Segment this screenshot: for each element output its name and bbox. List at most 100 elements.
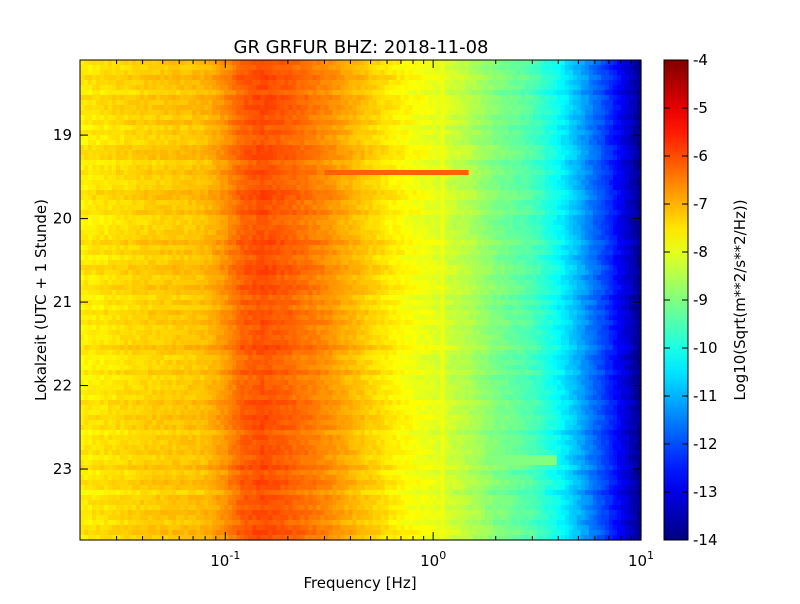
heatmap-cell — [500, 205, 506, 211]
heatmap-cell — [396, 140, 402, 146]
heatmap-cell — [240, 235, 245, 241]
heatmap-cell — [272, 170, 277, 176]
heatmap-cell — [88, 225, 93, 231]
heatmap-cell — [556, 130, 562, 136]
heatmap-cell — [104, 190, 109, 196]
heatmap-cell — [592, 180, 598, 186]
heatmap-cell — [580, 155, 586, 161]
heatmap-cell — [352, 185, 358, 191]
heatmap-cell — [364, 65, 370, 71]
heatmap-cell — [528, 230, 534, 236]
heatmap-cell — [324, 200, 330, 206]
heatmap-cell — [204, 215, 209, 221]
heatmap-cell — [428, 135, 434, 141]
heatmap-cell — [108, 115, 113, 121]
heatmap-cell — [212, 235, 217, 241]
heatmap-cell — [236, 220, 241, 226]
heatmap-cell — [108, 235, 113, 241]
heatmap-cell — [380, 90, 386, 96]
heatmap-cell — [156, 125, 161, 131]
heatmap-cell — [572, 175, 578, 181]
heatmap-cell — [592, 115, 598, 121]
heatmap-cell — [308, 100, 314, 106]
heatmap-cell — [184, 115, 189, 121]
heatmap-cell — [260, 125, 265, 131]
heatmap-cell — [284, 95, 289, 101]
heatmap-cell — [284, 185, 289, 191]
heatmap-cell — [588, 230, 594, 236]
heatmap-cell — [596, 105, 602, 111]
heatmap-cell — [288, 130, 293, 136]
heatmap-cell — [92, 150, 97, 156]
heatmap-cell — [272, 95, 277, 101]
heatmap-cell — [320, 90, 326, 96]
heatmap-cell — [436, 110, 442, 116]
heatmap-cell — [196, 100, 201, 106]
heatmap-cell — [396, 150, 402, 156]
heatmap-cell — [140, 105, 145, 111]
heatmap-cell — [380, 230, 386, 236]
heatmap-cell — [584, 185, 590, 191]
heatmap-cell — [312, 100, 318, 106]
heatmap-cell — [464, 120, 470, 126]
heatmap-cell — [224, 160, 229, 166]
heatmap-cell — [488, 225, 494, 231]
heatmap-cell — [444, 200, 450, 206]
heatmap-cell — [340, 150, 346, 156]
heatmap-cell — [200, 230, 205, 236]
heatmap-cell — [448, 135, 454, 141]
heatmap-cell — [344, 220, 350, 226]
heatmap-cell — [500, 90, 506, 96]
heatmap-cell — [540, 130, 546, 136]
heatmap-cell — [268, 85, 273, 91]
heatmap-cell — [420, 170, 426, 176]
heatmap-cell — [292, 125, 297, 131]
heatmap-cell — [340, 75, 346, 81]
heatmap-cell — [392, 80, 398, 86]
heatmap-cell — [328, 105, 334, 111]
heatmap-cell — [164, 215, 169, 221]
heatmap-cell — [144, 90, 149, 96]
heatmap-cell — [136, 135, 141, 141]
heatmap-cell — [620, 130, 626, 136]
heatmap-cell — [144, 80, 149, 86]
heatmap-cell — [488, 75, 494, 81]
heatmap-cell — [456, 110, 462, 116]
heatmap-cell — [472, 115, 478, 121]
heatmap-cell — [512, 170, 518, 176]
heatmap-cell — [524, 220, 530, 226]
heatmap-cell — [588, 95, 594, 101]
heatmap-cell — [288, 220, 293, 226]
heatmap-cell — [452, 150, 458, 156]
heatmap-cell — [156, 115, 161, 121]
heatmap-cell — [412, 205, 418, 211]
heatmap-cell — [380, 140, 386, 146]
heatmap-cell — [436, 80, 442, 86]
heatmap-cell — [444, 185, 450, 191]
heatmap-cell — [296, 235, 301, 241]
heatmap-cell — [516, 180, 522, 186]
heatmap-cell — [344, 155, 350, 161]
heatmap-cell — [464, 145, 470, 151]
heatmap-cell — [152, 120, 157, 126]
heatmap-cell — [440, 175, 446, 181]
heatmap-cell — [156, 75, 161, 81]
heatmap-cell — [176, 75, 181, 81]
heatmap-cell — [488, 85, 494, 91]
heatmap-cell — [228, 115, 233, 121]
heatmap-cell — [100, 150, 105, 156]
heatmap-cell — [276, 190, 281, 196]
heatmap-cell — [276, 220, 281, 226]
heatmap-cell — [520, 90, 526, 96]
heatmap-cell — [332, 120, 338, 126]
heatmap-cell — [636, 155, 642, 161]
heatmap-cell — [204, 95, 209, 101]
heatmap-cell — [572, 95, 578, 101]
heatmap-cell — [600, 195, 606, 201]
heatmap-cell — [184, 65, 189, 71]
heatmap-cell — [572, 145, 578, 151]
heatmap-cell — [268, 115, 273, 121]
heatmap-cell — [416, 220, 422, 226]
heatmap-cell — [80, 155, 85, 161]
heatmap-cell — [320, 195, 326, 201]
